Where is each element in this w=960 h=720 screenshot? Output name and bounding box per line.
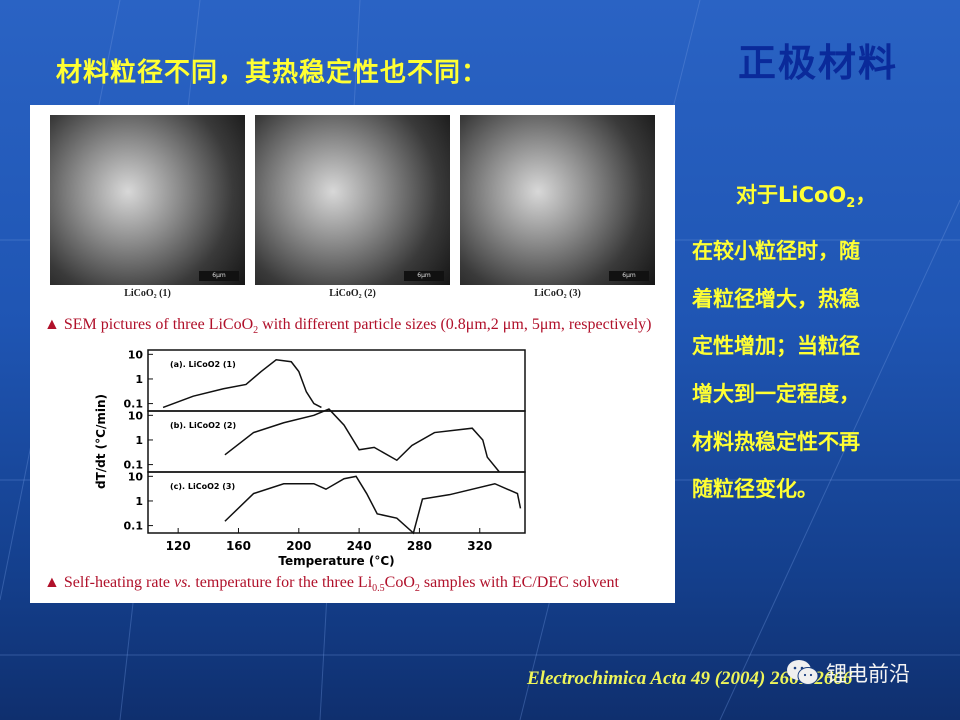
side-explanation: 对于LiCoO2， 在较小粒径时，随 着粒径增大，热稳 定性增加；当粒径 增大到…	[692, 172, 922, 514]
x-tick-label: 200	[286, 539, 311, 553]
dsc-chart: 10 1 0.1 (a). LiCoO2 (1) 10 1 0.1 (b). LiCoO2 (…	[94, 348, 526, 568]
y-tick-label: 10	[128, 470, 144, 483]
citation: Electrochimica Acta 49 (2004) 2661-2666	[527, 668, 853, 689]
x-tick-label: 240	[347, 539, 372, 553]
slide-title: 材料粒径不同，其热稳定性也不同：	[56, 58, 489, 88]
series-line	[224, 475, 522, 535]
chart-caption: ▲ Self-heating rate vs. temperature for …	[44, 574, 619, 595]
y-tick-label: 0.1	[124, 459, 144, 472]
x-tick-label: 280	[407, 539, 432, 553]
wechat-icon	[787, 660, 819, 685]
side-line: 定性增加；当粒径	[692, 334, 860, 359]
side-line: 增大到一定程度，	[692, 382, 860, 406]
sem-caption: ▲ SEM pictures of three LiCoO2 with diff…	[44, 316, 652, 337]
figure-panel: 6μm 6μm 6μm LiCoO₂ (1) LiCoO₂ (2) LiCoO₂…	[30, 105, 675, 603]
y-tick-label: 0.1	[124, 520, 144, 533]
section-heading: 正极材料	[738, 41, 899, 85]
sem-label-3: LiCoO₂ (3)	[534, 288, 581, 299]
x-tick-label: 320	[467, 539, 492, 553]
watermark: 锂电前沿	[786, 658, 910, 688]
side-line: 在较小粒径时，随	[692, 238, 860, 263]
sem-image-2: 6μm	[255, 115, 450, 285]
x-tick-label: 160	[226, 539, 251, 553]
x-axis-label: Temperature (°C)	[278, 554, 394, 568]
y-tick-label: 10	[128, 409, 144, 422]
side-line-1: 对于LiCoO2，	[736, 183, 877, 212]
y-tick-label: 1	[135, 434, 143, 447]
panel-frame	[147, 471, 526, 534]
y-tick-label: 1	[135, 495, 143, 508]
y-tick-label: 1	[135, 373, 143, 386]
panel-label: (c). LiCoO2 (3)	[170, 482, 235, 491]
sem-label-1: LiCoO₂ (1)	[124, 288, 171, 299]
sem-image-1: 6μm	[50, 115, 245, 285]
scale-bar: 6μm	[609, 271, 649, 281]
panel-label: (a). LiCoO2 (1)	[170, 360, 236, 369]
y-axis-label: dT/dt (°C/min)	[94, 394, 108, 489]
sem-label-2: LiCoO₂ (2)	[329, 288, 376, 299]
panel-label: (b). LiCoO2 (2)	[170, 421, 236, 430]
y-tick-label: 10	[128, 348, 144, 361]
series-line	[162, 359, 322, 409]
scale-bar: 6μm	[199, 271, 239, 281]
watermark-text: 锂电前沿	[826, 662, 910, 686]
side-line: 随粒径变化。	[692, 477, 818, 502]
series-line	[224, 408, 500, 473]
x-tick-label: 120	[166, 539, 191, 553]
y-tick-label: 0.1	[124, 398, 144, 411]
side-line: 材料热稳定性不再	[692, 429, 860, 454]
scale-bar: 6μm	[404, 271, 444, 281]
side-line: 着粒径增大，热稳	[692, 286, 860, 311]
sem-image-3: 6μm	[460, 115, 655, 285]
